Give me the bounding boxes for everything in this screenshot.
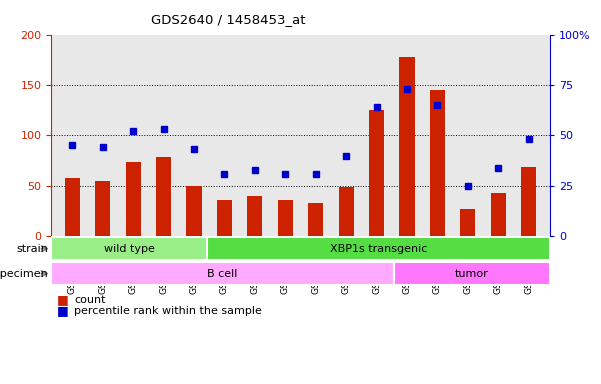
Bar: [126, 162, 141, 236]
Text: B cell: B cell: [207, 268, 238, 279]
Bar: [338, 187, 354, 236]
Bar: [460, 209, 475, 236]
Bar: [521, 167, 536, 236]
Text: GDS2640 / 1458453_at: GDS2640 / 1458453_at: [151, 13, 306, 26]
Bar: [51, 262, 394, 285]
Text: XBP1s transgenic: XBP1s transgenic: [330, 243, 427, 254]
Bar: [65, 178, 80, 236]
Text: strain: strain: [16, 243, 48, 254]
Bar: [156, 157, 171, 236]
Bar: [207, 237, 550, 260]
Bar: [369, 110, 384, 236]
Bar: [430, 90, 445, 236]
Text: count: count: [74, 295, 105, 305]
Text: tumor: tumor: [455, 268, 489, 279]
Bar: [95, 181, 111, 236]
Text: ■: ■: [57, 305, 69, 318]
Bar: [247, 196, 263, 236]
Bar: [278, 200, 293, 236]
Bar: [308, 203, 323, 236]
Bar: [394, 262, 550, 285]
Text: ■: ■: [57, 293, 69, 306]
Bar: [51, 237, 207, 260]
Text: specimen: specimen: [0, 268, 48, 279]
Bar: [186, 186, 202, 236]
Bar: [217, 200, 232, 236]
Text: percentile rank within the sample: percentile rank within the sample: [74, 306, 262, 316]
Bar: [490, 193, 506, 236]
Text: wild type: wild type: [103, 243, 154, 254]
Bar: [399, 57, 415, 236]
